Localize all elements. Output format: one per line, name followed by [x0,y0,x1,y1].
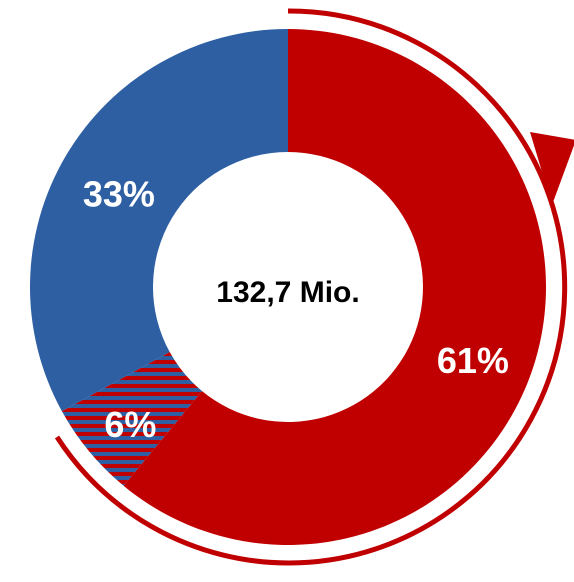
arrow-head [530,132,574,205]
value-label: 61% [437,340,509,381]
slices [30,29,546,545]
center-label: 132,7 Mio. [216,276,359,309]
slice [123,29,546,545]
highlight-arc [54,8,568,566]
slice [30,29,289,412]
slice [61,352,202,486]
labels: 61% 6% 33% [83,173,509,444]
value-label: 6% [104,404,156,445]
value-label: 33% [83,173,155,214]
